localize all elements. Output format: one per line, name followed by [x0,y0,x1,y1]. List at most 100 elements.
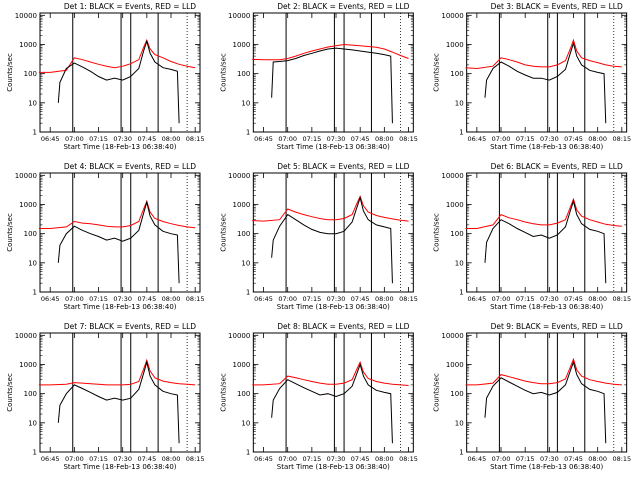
x-tick-label: 07:30 [540,135,559,143]
x-tick-label: 08:15 [612,455,631,463]
lld-series-line [465,38,622,70]
events-series-line [484,199,607,284]
panel-title: Det 3: BLACK = Events, RED = LLD [491,2,623,11]
x-tick-label: 08:15 [186,135,205,143]
x-tick-label: 06:45 [41,455,60,463]
x-tick-label: 08:15 [399,455,418,463]
x-tick-label: 07:45 [137,135,156,143]
y-tick-label: 100 [24,230,37,238]
x-tick-label: 07:15 [302,135,321,143]
x-tick-label: 07:45 [137,455,156,463]
y-tick-label: 100 [450,390,463,398]
x-tick-label: 07:30 [540,295,559,303]
x-tick-label: 08:15 [612,135,631,143]
x-tick-label: 06:45 [467,455,486,463]
panel-title: Det 4: BLACK = Events, RED = LLD [64,162,196,171]
plot-frame [39,172,201,293]
x-tick-label: 07:00 [492,455,511,463]
x-tick-label: 08:00 [162,135,181,143]
detector-panel: Det 1: BLACK = Events, RED = LLD 1 10 100 10… [6,2,205,151]
x-tick-label: 07:15 [516,455,535,463]
y-tick-label: 10 [455,99,464,107]
lld-series-line [252,195,409,222]
plot-frame [252,12,414,133]
lld-series-line [38,38,196,73]
panel-title: Det 6: BLACK = Events, RED = LLD [491,162,623,171]
x-tick-label: 07:30 [113,135,132,143]
panel-title: Det 2: BLACK = Events, RED = LLD [277,2,409,11]
x-tick-label: 06:45 [467,135,486,143]
y-tick-label: 1 [246,129,250,137]
y-tick-label: 100 [24,70,37,78]
lld-series-line [465,357,622,386]
x-tick-label: 06:45 [254,455,273,463]
y-tick-label: 100 [24,390,37,398]
x-axis-label: Start Time (18-Feb-13 06:38:40) [490,303,603,311]
x-axis-label: Start Time (18-Feb-13 06:38:40) [490,143,603,151]
x-tick-label: 07:30 [540,455,559,463]
x-axis-label: Start Time (18-Feb-13 06:38:40) [63,463,176,471]
panel-title: Det 7: BLACK = Events, RED = LLD [64,322,196,331]
x-tick-label: 07:45 [351,135,370,143]
x-tick-label: 06:45 [254,295,273,303]
y-tick-label: 1 [459,129,463,137]
y-axis-label: Counts/sec [6,373,14,412]
plot-frame [252,332,414,453]
y-axis-label: Counts/sec [433,373,441,412]
x-tick-label: 07:30 [113,455,132,463]
y-tick-label: 100 [450,70,463,78]
x-tick-label: 07:00 [65,295,84,303]
y-tick-label: 10000 [441,332,463,340]
x-tick-label: 07:00 [278,455,297,463]
y-tick-label: 1000 [233,41,251,49]
y-axis-label: Counts/sec [6,53,14,92]
events-series-line [57,200,180,284]
detector-panel: Det 8: BLACK = Events, RED = LLD 1 10 100 10… [219,322,418,471]
x-tick-label: 07:45 [564,295,583,303]
x-tick-label: 06:45 [41,295,60,303]
detector-panel: Det 3: BLACK = Events, RED = LLD 1 10 100 10… [433,2,632,151]
x-axis-label: Start Time (18-Feb-13 06:38:40) [63,143,176,151]
y-axis-label: Counts/sec [6,213,14,252]
detector-panel: Det 2: BLACK = Events, RED = LLD 1 10 100 10… [219,2,418,151]
x-tick-label: 07:45 [351,295,370,303]
events-series-line [271,362,393,444]
y-tick-label: 1000 [19,41,37,49]
y-tick-label: 10 [241,419,250,427]
x-axis-label: Start Time (18-Feb-13 06:38:40) [490,463,603,471]
y-axis-label: Counts/sec [433,213,441,252]
lld-series-line [38,199,196,229]
panel-title: Det 5: BLACK = Events, RED = LLD [277,162,409,171]
x-tick-label: 08:00 [375,135,394,143]
x-tick-label: 07:15 [89,455,108,463]
x-tick-label: 07:15 [89,135,108,143]
x-tick-label: 07:00 [492,135,511,143]
detector-panel: Det 5: BLACK = Events, RED = LLD 1 10 100 10… [219,162,418,311]
y-tick-label: 1000 [233,201,251,209]
x-tick-label: 07:15 [516,295,535,303]
y-tick-label: 10 [28,259,37,267]
plot-frame [466,332,628,453]
y-tick-label: 1000 [19,201,37,209]
y-tick-label: 1000 [446,201,464,209]
y-tick-label: 10000 [228,172,250,180]
y-tick-label: 10 [28,99,37,107]
y-tick-label: 100 [237,390,250,398]
x-tick-label: 07:30 [327,295,346,303]
y-tick-label: 100 [237,70,250,78]
y-tick-label: 1 [246,449,250,457]
detector-panel: Det 9: BLACK = Events, RED = LLD 1 10 100 10… [433,322,632,471]
x-tick-label: 07:45 [137,295,156,303]
plot-frame [466,12,628,133]
y-tick-label: 10000 [441,12,463,20]
x-tick-label: 07:00 [278,295,297,303]
x-tick-label: 07:00 [278,135,297,143]
x-tick-label: 08:00 [588,295,607,303]
panel-title: Det 8: BLACK = Events, RED = LLD [277,322,409,331]
y-tick-label: 1 [459,289,463,297]
panel-title: Det 9: BLACK = Events, RED = LLD [491,322,623,331]
x-tick-label: 06:45 [41,135,60,143]
y-tick-label: 1 [33,289,37,297]
events-series-line [57,360,180,444]
y-tick-label: 1000 [446,361,464,369]
